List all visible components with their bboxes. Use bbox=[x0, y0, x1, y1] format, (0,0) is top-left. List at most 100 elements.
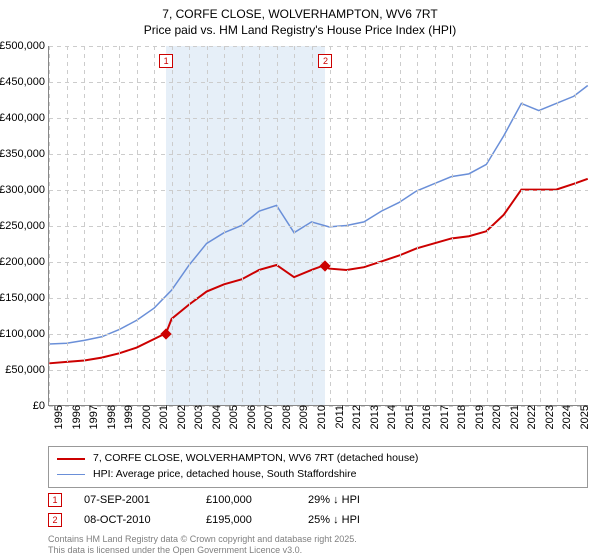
sales-table: 1 07-SEP-2001 £100,000 29% ↓ HPI 2 08-OC… bbox=[48, 490, 588, 530]
gridline-h bbox=[49, 334, 588, 335]
chart-title: 7, CORFE CLOSE, WOLVERHAMPTON, WV6 7RT P… bbox=[0, 0, 600, 38]
y-tick-label: £200,000 bbox=[0, 256, 49, 268]
y-tick-label: £400,000 bbox=[0, 112, 49, 124]
y-tick-label: £150,000 bbox=[0, 292, 49, 304]
legend-swatch bbox=[57, 458, 85, 460]
gridline-v bbox=[224, 46, 225, 405]
gridline-v bbox=[49, 46, 50, 405]
x-tick-label: 2020 bbox=[487, 405, 503, 429]
x-tick-label: 2012 bbox=[347, 405, 363, 429]
title-subtitle: Price paid vs. HM Land Registry's House … bbox=[0, 22, 600, 38]
x-tick-label: 1997 bbox=[84, 405, 100, 429]
x-tick-label: 2021 bbox=[505, 405, 521, 429]
gridline-h bbox=[49, 190, 588, 191]
x-tick-label: 2004 bbox=[207, 405, 223, 429]
gridline-h bbox=[49, 82, 588, 83]
x-tick-label: 2011 bbox=[330, 405, 346, 429]
sale-marker-label: 2 bbox=[318, 54, 332, 68]
y-tick-label: £100,000 bbox=[0, 328, 49, 340]
gridline-v bbox=[137, 46, 138, 405]
gridline-v bbox=[207, 46, 208, 405]
sale-hpi-diff: 29% ↓ HPI bbox=[308, 494, 408, 506]
gridline-h bbox=[49, 226, 588, 227]
gridline-v bbox=[382, 46, 383, 405]
gridline-v bbox=[557, 46, 558, 405]
gridline-v bbox=[312, 46, 313, 405]
sale-marker-label: 1 bbox=[159, 54, 173, 68]
gridline-v bbox=[189, 46, 190, 405]
gridline-v bbox=[470, 46, 471, 405]
x-tick-label: 2022 bbox=[522, 405, 538, 429]
footer-attribution: Contains HM Land Registry data © Crown c… bbox=[48, 534, 357, 557]
sale-price: £100,000 bbox=[206, 494, 286, 506]
chart-container: 7, CORFE CLOSE, WOLVERHAMPTON, WV6 7RT P… bbox=[0, 0, 600, 560]
gridline-h bbox=[49, 46, 588, 47]
footer-line1: Contains HM Land Registry data © Crown c… bbox=[48, 534, 357, 545]
x-tick-label: 2013 bbox=[365, 405, 381, 429]
x-tick-label: 2025 bbox=[575, 405, 591, 429]
gridline-v bbox=[417, 46, 418, 405]
x-tick-label: 2023 bbox=[540, 405, 556, 429]
sale-row: 1 07-SEP-2001 £100,000 29% ↓ HPI bbox=[48, 490, 588, 510]
title-address: 7, CORFE CLOSE, WOLVERHAMPTON, WV6 7RT bbox=[0, 6, 600, 22]
gridline-h bbox=[49, 154, 588, 155]
x-tick-label: 1995 bbox=[49, 405, 65, 429]
sale-hpi-diff: 25% ↓ HPI bbox=[308, 514, 408, 526]
sale-date: 08-OCT-2010 bbox=[84, 514, 184, 526]
y-tick-label: £50,000 bbox=[5, 364, 49, 376]
x-tick-label: 2010 bbox=[312, 405, 328, 429]
gridline-h bbox=[49, 370, 588, 371]
legend-swatch bbox=[57, 474, 85, 475]
gridline-v bbox=[487, 46, 488, 405]
y-tick-label: £300,000 bbox=[0, 184, 49, 196]
x-tick-label: 2016 bbox=[417, 405, 433, 429]
gridline-v bbox=[259, 46, 260, 405]
x-tick-label: 2019 bbox=[470, 405, 486, 429]
gridline-v bbox=[452, 46, 453, 405]
legend-item-price-paid: 7, CORFE CLOSE, WOLVERHAMPTON, WV6 7RT (… bbox=[57, 451, 579, 467]
legend-label: 7, CORFE CLOSE, WOLVERHAMPTON, WV6 7RT (… bbox=[93, 451, 418, 467]
gridline-v bbox=[347, 46, 348, 405]
x-tick-label: 2005 bbox=[224, 405, 240, 429]
gridline-v bbox=[575, 46, 576, 405]
gridline-v bbox=[84, 46, 85, 405]
x-tick-label: 2017 bbox=[435, 405, 451, 429]
x-tick-label: 2018 bbox=[452, 405, 468, 429]
sale-marker-box: 2 bbox=[48, 513, 62, 527]
footer-line2: This data is licensed under the Open Gov… bbox=[48, 545, 357, 556]
y-tick-label: £0 bbox=[33, 400, 49, 412]
sale-price: £195,000 bbox=[206, 514, 286, 526]
y-tick-label: £450,000 bbox=[0, 76, 49, 88]
x-tick-label: 2000 bbox=[137, 405, 153, 429]
gridline-v bbox=[172, 46, 173, 405]
x-tick-label: 1998 bbox=[102, 405, 118, 429]
x-tick-label: 2003 bbox=[189, 405, 205, 429]
x-tick-label: 2006 bbox=[242, 405, 258, 429]
x-tick-label: 2009 bbox=[294, 405, 310, 429]
gridline-v bbox=[400, 46, 401, 405]
x-tick-label: 2024 bbox=[557, 405, 573, 429]
x-tick-label: 2008 bbox=[277, 405, 293, 429]
gridline-v bbox=[505, 46, 506, 405]
gridline-v bbox=[540, 46, 541, 405]
gridline-v bbox=[330, 46, 331, 405]
gridline-v bbox=[522, 46, 523, 405]
x-tick-label: 1996 bbox=[67, 405, 83, 429]
y-tick-label: £350,000 bbox=[0, 148, 49, 160]
sale-marker-box: 1 bbox=[48, 493, 62, 507]
gridline-v bbox=[119, 46, 120, 405]
legend-label: HPI: Average price, detached house, Sout… bbox=[93, 467, 356, 483]
y-tick-label: £250,000 bbox=[0, 220, 49, 232]
gridline-v bbox=[435, 46, 436, 405]
x-tick-label: 1999 bbox=[119, 405, 135, 429]
plot-area: £0£50,000£100,000£150,000£200,000£250,00… bbox=[48, 46, 588, 406]
gridline-v bbox=[154, 46, 155, 405]
x-tick-label: 2015 bbox=[400, 405, 416, 429]
gridline-v bbox=[102, 46, 103, 405]
legend: 7, CORFE CLOSE, WOLVERHAMPTON, WV6 7RT (… bbox=[48, 446, 588, 488]
series-line-price_paid bbox=[49, 179, 588, 363]
gridline-h bbox=[49, 298, 588, 299]
gridline-h bbox=[49, 262, 588, 263]
x-tick-label: 2002 bbox=[172, 405, 188, 429]
sale-date: 07-SEP-2001 bbox=[84, 494, 184, 506]
